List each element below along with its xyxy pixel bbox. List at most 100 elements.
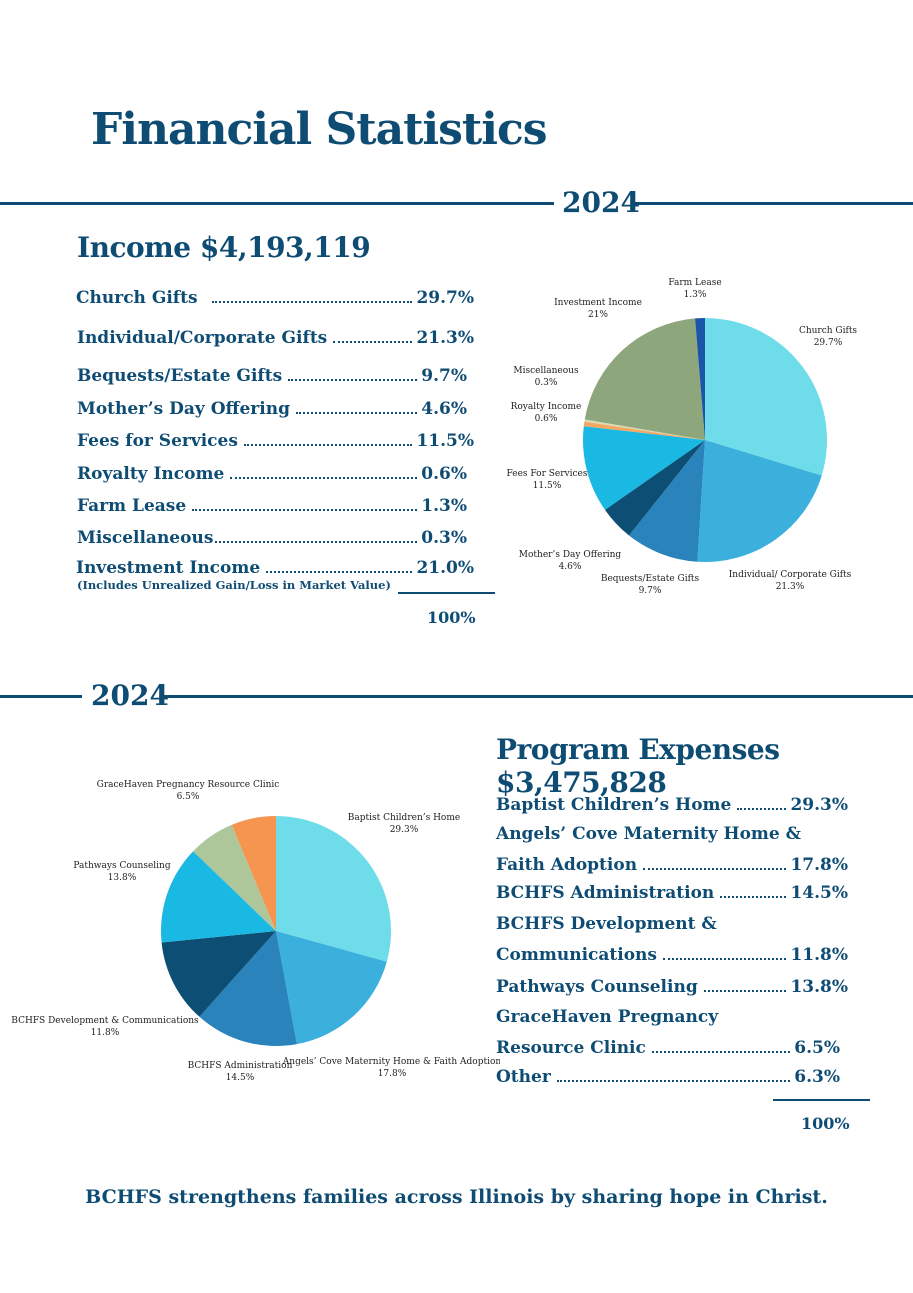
income-pie-slice [705,318,828,476]
income-row-label: Bequests/Estate Gifts [77,366,283,386]
leader-dots [703,990,787,992]
income-pie-slice [584,419,705,440]
income-pie-slice [583,426,705,510]
income-pie-slice-label: Miscellaneous [513,366,579,376]
leader-dots [243,444,413,446]
income-pie-slice-value: 21% [588,310,608,320]
expense-row-label: Resource Clinic [496,1038,646,1058]
leader-dots [192,509,418,511]
expense-row: Other 6.3% [496,1067,840,1087]
income-pie-slice-value: 11.5% [533,481,562,491]
expense-row-value: 29.3% [790,795,848,815]
income-row-label: Royalty Income [77,464,225,484]
leader-dots [737,808,787,810]
income-note: (Includes Unrealized Gain/Loss in Market… [77,578,391,592]
expenses-pie-slice-label: Baptist Children’s Home [348,813,460,823]
income-row-label: Miscellaneous [77,528,214,548]
expense-row-label: Other [496,1067,551,1087]
leader-dots [333,341,413,343]
expense-row: Resource Clinic 6.5% [496,1038,840,1058]
income-row: Church Gifts 29.7% [76,288,474,308]
leader-dots [266,571,413,573]
income-row-value: 1.3% [421,496,467,516]
income-pie-slice-label: Royalty Income [511,402,582,412]
income-pie-slice-value: 29.7% [814,338,843,348]
income-row-value: 0.6% [421,464,467,484]
expense-row-label: Pathways Counseling [496,977,698,997]
income-pie-chart: Church Gifts 29.7% Individual/ Corporate G… [507,278,858,596]
income-row: Miscellaneous 0.3% [77,528,467,548]
expense-row-label-line1: GraceHaven Pregnancy [496,1007,719,1027]
income-pie-slice-value: 0.3% [535,378,558,388]
income-row-label: Investment Income [76,558,261,578]
expense-row-value: 14.5% [790,883,848,903]
expense-row: Pathways Counseling 13.8% [496,977,848,997]
footer-tagline: BCHFS strengthens families across Illino… [85,1186,828,1208]
expenses-year-line-right [161,695,913,698]
expense-row-label: Communications [496,945,657,965]
expense-row-label: BCHFS Administration [496,883,715,903]
income-pie-slice-value: 9.7% [639,586,662,596]
income-row: Fees for Services 11.5% [77,431,474,451]
income-pie-slice [604,440,705,536]
page-title: Financial Statistics [91,104,548,155]
expense-row-label: Baptist Children’s Home [496,795,732,815]
income-row-value: 21.0% [416,558,474,578]
expenses-pie-slice [276,931,387,1045]
expenses-pie-slice-label: Angels’ Cove Maternity Home & Faith Adop… [282,1057,500,1067]
income-row-label: Farm Lease [77,496,187,516]
income-pie-slice-label: Bequests/Estate Gifts [601,574,700,584]
expenses-pie-slice [161,931,276,1017]
expenses-pie-slice-label: GraceHaven Pregnancy Resource Clinic [97,780,280,790]
expenses-year: 2024 [91,679,169,712]
income-pie-slice-label: Fees For Services [507,469,588,479]
income-year-line-right [632,202,913,205]
expenses-title: Program Expenses $3,475,828 [496,733,780,799]
expenses-pie-slice-value: 6.5% [177,792,200,802]
expense-row-value: 13.8% [790,977,848,997]
income-pie-slice-label: Church Gifts [799,326,857,336]
income-pie-slice-label: Farm Lease [668,278,721,288]
income-title: Income $4,193,119 [77,231,371,264]
leader-dots [288,379,418,381]
income-row-label: Fees for Services [77,431,238,451]
expenses-pie-slice-value: 11.8% [91,1028,120,1038]
leader-dots [215,541,418,543]
expense-row-value: 6.3% [794,1067,840,1087]
expenses-pie-slice-label: BCHFS Development & Communications [11,1016,199,1026]
expenses-total: 100% [801,1114,850,1133]
income-pie-slice-label: Individual/ Corporate Gifts [729,570,852,580]
income-pie-slice [629,440,705,562]
income-row: Individual/Corporate Gifts 21.3% [77,328,474,348]
expenses-pie-chart: Baptist Children’s Home 29.3% Angels’ Cove… [11,780,500,1083]
income-row-value: 11.5% [416,431,474,451]
income-row-label: Church Gifts [76,288,198,308]
income-total: 100% [427,608,476,627]
leader-dots [556,1080,791,1082]
leader-dots [230,477,418,479]
leader-dots [720,896,787,898]
income-row-value: 0.3% [421,528,467,548]
expenses-pie-slice [276,816,392,962]
income-row-value: 4.6% [421,399,467,419]
income-year: 2024 [562,186,640,219]
expenses-pie-slice [160,851,276,943]
income-pie-slice-label: Mother’s Day Offering [519,550,622,560]
expenses-pie-slice-label: BCHFS Administration [188,1061,293,1071]
income-total-rule [398,592,495,594]
leader-dots [295,412,418,414]
expense-row-label-line1: BCHFS Development & [496,914,717,934]
expense-row-label: Faith Adoption [496,855,638,875]
income-row-value: 21.3% [416,328,474,348]
expenses-pie-slice-value: 14.5% [226,1073,255,1083]
income-row: Farm Lease 1.3% [77,496,467,516]
income-pie-slice-value: 0.6% [535,414,558,424]
expenses-total-rule [773,1099,870,1101]
income-pie-slice [584,318,705,440]
income-row: Investment Income 21.0% [76,558,474,578]
income-row-label: Individual/Corporate Gifts [77,328,328,348]
expense-row: Baptist Children’s Home 29.3% [496,795,848,815]
expenses-pie-slice-value: 13.8% [108,873,137,883]
expenses-pie-slice [199,931,297,1047]
leader-dots [651,1051,791,1053]
